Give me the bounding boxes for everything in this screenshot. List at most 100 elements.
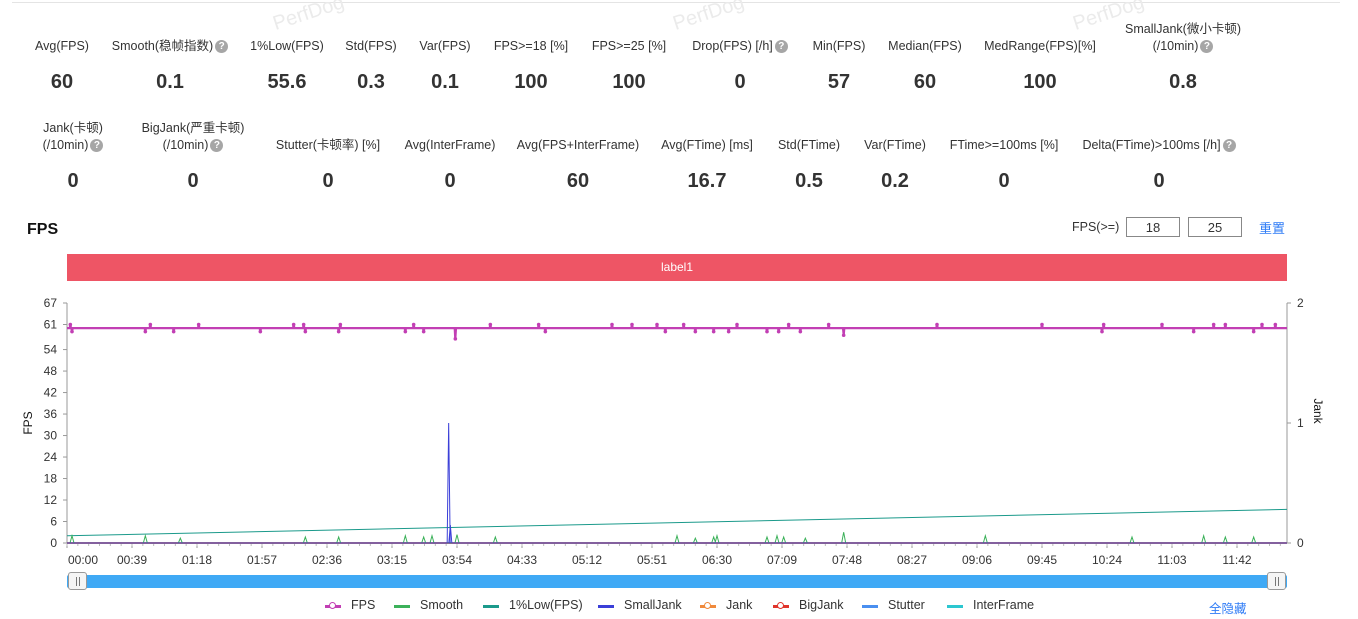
metrics-row-secondary: Jank(卡顿) (/10min)? 0 BigJank(严重卡顿) (/10min)?… (0, 121, 1358, 201)
help-icon[interactable]: ? (210, 139, 224, 153)
metric-label-unit: (/10min) (1152, 39, 1199, 53)
legend-swatch-icon (483, 605, 499, 608)
fps-point (765, 329, 769, 334)
fps-point (1223, 322, 1228, 327)
help-icon[interactable]: ? (1200, 40, 1214, 54)
metric-label-text: BigJank(严重卡顿) (141, 121, 245, 135)
legend-swatch-icon (862, 605, 878, 608)
x-tick-label: 11:42 (1222, 553, 1251, 567)
metric-label-text: Avg(FPS+InterFrame) (516, 138, 640, 152)
metric-value: 100 (514, 71, 548, 93)
fps-point (1160, 322, 1164, 327)
metric-var-fps: Var(FPS) 0.1 (360, 22, 530, 102)
x-tick-label: 07:48 (832, 553, 862, 567)
help-icon[interactable]: ? (90, 139, 104, 153)
fps-point (171, 329, 176, 334)
metric-label-text: FPS>=25 [%] (591, 39, 667, 53)
y-tick-label: 18 (44, 472, 58, 486)
metric-value: 60 (913, 71, 937, 93)
metric-value: 0 (187, 170, 199, 192)
x-tick-label: 07:09 (767, 553, 797, 567)
fps-threshold-input-2[interactable] (1188, 217, 1242, 237)
fps-point (826, 322, 831, 327)
y-tick-label: 30 (44, 429, 58, 443)
metric-var-ftime: Var(FTime) 0.2 (810, 121, 980, 201)
metric-label-text: Std(FTime) (777, 138, 841, 152)
metric-label-text: Std(FPS) (345, 39, 397, 53)
hide-all-button[interactable]: 全隐藏 (1209, 602, 1247, 616)
help-icon[interactable]: ? (1222, 139, 1236, 153)
metric-fps-25: FPS>=25 [%] 100 (544, 22, 714, 102)
fps-point (1101, 322, 1106, 327)
fps-point (1100, 329, 1104, 334)
y-tick-label: 67 (44, 296, 58, 310)
fps-threshold-input-1[interactable] (1126, 217, 1180, 237)
metric-label: BigJank(严重卡顿) (/10min)? (108, 120, 278, 154)
fps-point (935, 322, 939, 327)
series-smalljank-line (67, 422, 1287, 544)
fps-point (693, 329, 698, 334)
legend-label: 1%Low(FPS) (509, 598, 583, 612)
metric-label-text: Delta(FTime)>100ms [/h] (1082, 138, 1221, 152)
metric-label-text: Stutter(卡顿率) [%] (275, 138, 381, 152)
x-tick-label: 09:06 (962, 553, 992, 567)
metric-min-fps: Min(FPS) 57 (754, 22, 924, 102)
x-tick-label: 11:03 (1157, 553, 1186, 567)
metric-label-text: Smooth(稳帧指数) (111, 39, 214, 53)
metric-label: Var(FTime) (810, 137, 980, 154)
legend-swatch-icon (947, 605, 963, 608)
metric-bigjank: BigJank(严重卡顿) (/10min)? 0 (108, 121, 278, 201)
fps-point (735, 322, 739, 327)
fps-point (1191, 329, 1196, 334)
metric-avg-ftime-ms: Avg(FTime) [ms] 16.7 (622, 121, 792, 201)
metric-value: 60 (50, 71, 74, 93)
y-tick-label: 24 (44, 450, 58, 464)
fps-point (1211, 322, 1216, 327)
y-tick-label: 61 (44, 317, 58, 331)
fps-point (681, 322, 686, 327)
metric-label-text: Avg(FPS) (35, 39, 89, 53)
metric-value: 0 (322, 170, 334, 192)
metric-value: 0 (67, 170, 79, 192)
metric-value: 60 (566, 170, 590, 192)
x-tick-label: 00:39 (117, 553, 147, 567)
metric-label-unit: (/10min) (162, 138, 209, 152)
y-tick-label: 36 (44, 407, 58, 421)
y2-axis-title: Jank (1311, 398, 1325, 424)
legend-swatch-icon (598, 605, 614, 608)
metric-label: MedRange(FPS)[%] (955, 38, 1125, 55)
slider-left-handle[interactable] (68, 572, 87, 590)
fps-point (411, 322, 416, 327)
metric-value: 0.8 (1169, 71, 1197, 93)
help-icon[interactable]: ? (774, 40, 788, 54)
metrics-row-primary: Avg(FPS) 60 Smooth(稳帧指数)? 0.1 1%Low(FPS) 55.6… (0, 22, 1358, 102)
metric-value: 100 (612, 71, 646, 93)
metric-value: 0 (444, 170, 456, 192)
x-tick-label: 00:00 (68, 553, 98, 567)
metric-value: 0 (734, 71, 746, 93)
fps-point (488, 322, 493, 327)
metric-label: FPS>=25 [%] (544, 38, 714, 55)
label-bar[interactable]: label1 (67, 254, 1287, 281)
metric-value: 16.7 (687, 170, 727, 192)
x-tick-label: 03:15 (377, 553, 407, 567)
metric-label-text: FTime>=100ms [%] (949, 138, 1059, 152)
help-icon[interactable]: ? (215, 40, 229, 54)
series-fps-line (67, 324, 1287, 339)
x-tick-label: 01:18 (182, 553, 212, 567)
legend-swatch-icon (773, 602, 789, 609)
reset-button[interactable]: 重置 (1259, 221, 1286, 236)
metric-label: Std(FTime) (724, 137, 894, 154)
fps-point (1260, 322, 1264, 327)
metric-label-text: SmallJank(微小卡顿) (1125, 22, 1241, 36)
metric-label-text: Drop(FPS) [/h] (692, 39, 773, 53)
fps-point (70, 329, 74, 334)
metric-value: 0.1 (156, 71, 184, 93)
y-axis-title: FPS (21, 411, 35, 434)
slider-right-handle[interactable] (1267, 572, 1286, 590)
top-divider (12, 2, 1340, 3)
metric-1-low-fps: 1%Low(FPS) 55.6 (202, 22, 372, 102)
time-range-slider[interactable] (67, 575, 1287, 588)
fps-point (776, 329, 781, 334)
y-tick-label: 12 (44, 493, 58, 507)
